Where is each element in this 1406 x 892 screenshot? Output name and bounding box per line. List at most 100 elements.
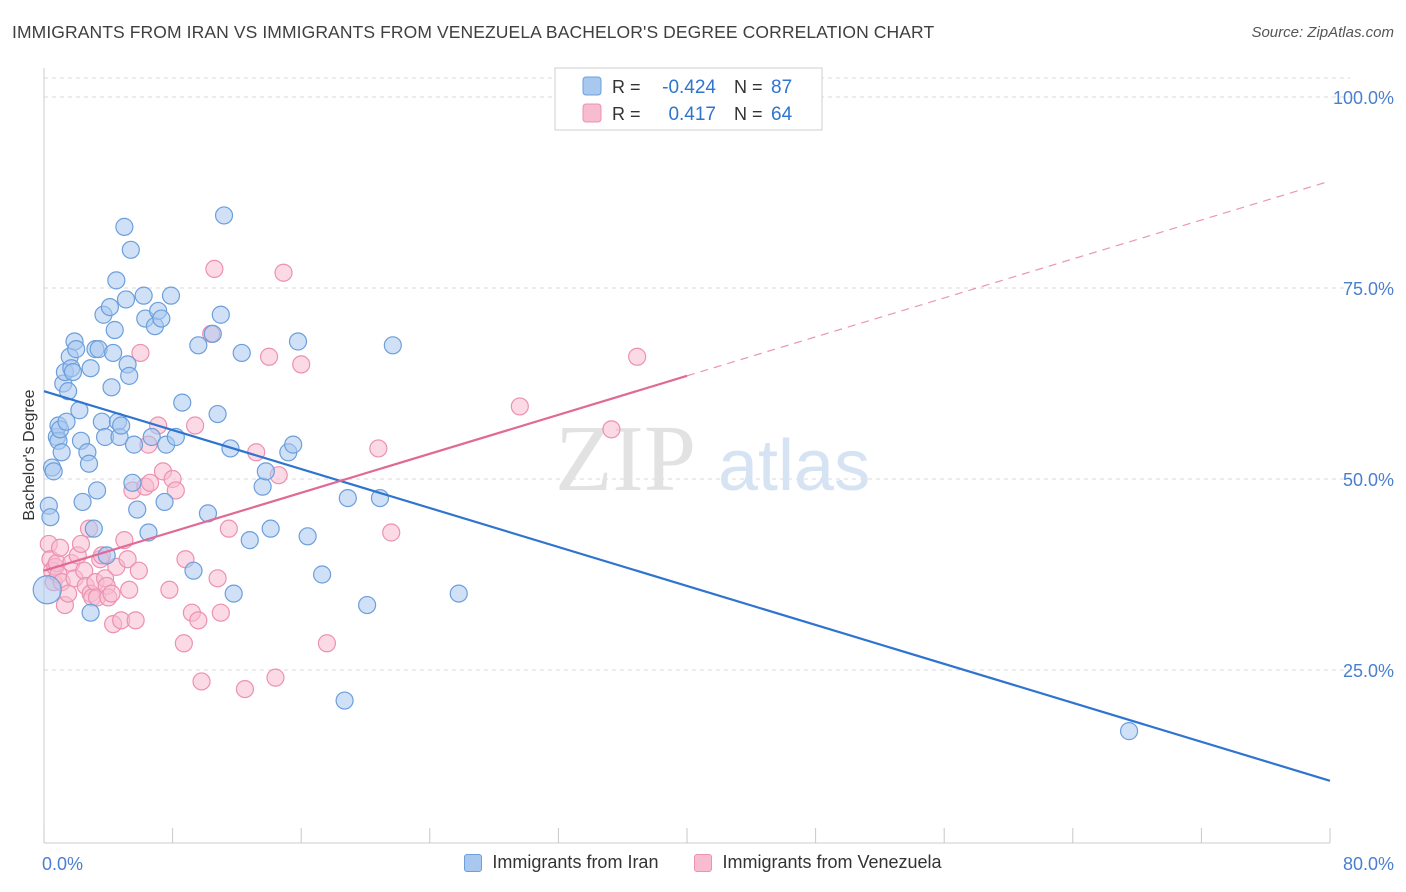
iran-point bbox=[338, 489, 357, 508]
venezuela-point bbox=[510, 397, 529, 416]
venezuela-point bbox=[317, 634, 337, 653]
iran-point bbox=[59, 382, 78, 401]
iran-point bbox=[312, 565, 332, 584]
legend-r-label-iran: R = bbox=[612, 77, 641, 97]
legend-n-label-iran: N = bbox=[734, 77, 763, 97]
iran-point bbox=[449, 584, 468, 603]
iran-point bbox=[240, 531, 259, 550]
venezuela-point bbox=[259, 347, 279, 366]
legend-r-label-venezuela: R = bbox=[612, 104, 641, 124]
grid-layer bbox=[44, 77, 1350, 671]
venezuela-point bbox=[211, 603, 230, 622]
iran-point bbox=[161, 286, 181, 305]
venezuela-point bbox=[274, 263, 293, 282]
legend-item-iran: Immigrants from Iran bbox=[464, 852, 658, 873]
iran-point bbox=[81, 359, 100, 378]
iran-point bbox=[224, 584, 243, 603]
iran-point bbox=[155, 492, 174, 512]
venezuela-point bbox=[71, 534, 91, 554]
legend-swatch-venezuela-bottom bbox=[694, 853, 713, 872]
iran-point bbox=[121, 240, 140, 259]
iran-point bbox=[79, 454, 99, 473]
iran-point bbox=[298, 527, 317, 546]
iran-point bbox=[232, 343, 251, 363]
venezuela-point bbox=[189, 611, 208, 630]
tick-labels: 25.0% 50.0% 75.0% 100.0% 0.0% 80.0% bbox=[42, 88, 1394, 874]
iran-point bbox=[253, 477, 272, 496]
iran-point bbox=[104, 343, 123, 363]
venezuela-point bbox=[266, 668, 285, 687]
legend-n-value-iran: 87 bbox=[771, 77, 792, 98]
iran-point bbox=[173, 393, 192, 412]
venezuela-point bbox=[160, 580, 179, 599]
iran-point bbox=[152, 309, 171, 328]
legend-swatch-iran-bottom bbox=[464, 853, 483, 872]
iran-point bbox=[189, 336, 208, 355]
venezuela-point bbox=[292, 355, 311, 374]
iran-point bbox=[120, 366, 139, 385]
iran-point bbox=[116, 290, 136, 309]
venezuela-trend-extension bbox=[686, 180, 1331, 377]
venezuela-point bbox=[192, 672, 211, 691]
iran-point bbox=[87, 481, 107, 500]
watermark-zip: ZIP bbox=[555, 407, 696, 511]
legend-r-value-venezuela: 0.417 bbox=[668, 104, 716, 125]
iran-point bbox=[112, 416, 131, 435]
y-tick-label: 50.0% bbox=[1343, 470, 1394, 490]
iran-point bbox=[105, 320, 124, 340]
venezuela-point bbox=[369, 439, 388, 458]
iran-point bbox=[102, 378, 121, 397]
venezuela-point bbox=[59, 584, 78, 603]
venezuela-point bbox=[174, 634, 193, 653]
iran-point bbox=[84, 519, 103, 538]
legend-label-iran: Immigrants from Iran bbox=[492, 852, 659, 872]
iran-point bbox=[57, 412, 76, 431]
legend-swatch-venezuela bbox=[582, 103, 602, 123]
iran-points bbox=[32, 206, 1139, 741]
venezuela-point bbox=[102, 584, 121, 603]
chart-title: IMMIGRANTS FROM IRAN VS IMMIGRANTS FROM … bbox=[12, 22, 935, 42]
legend-n-label-venezuela: N = bbox=[734, 104, 763, 124]
iran-point bbox=[107, 271, 126, 290]
venezuela-trend-line bbox=[43, 374, 688, 572]
iran-point bbox=[63, 362, 83, 382]
iran-point bbox=[67, 340, 86, 359]
x-tick-label: 0.0% bbox=[42, 854, 83, 874]
iran-point bbox=[44, 462, 63, 481]
legend-swatch-iran bbox=[582, 76, 602, 96]
trend-lines bbox=[43, 180, 1331, 782]
legend-label-venezuela: Immigrants from Venezuela bbox=[722, 852, 942, 872]
iran-point bbox=[124, 435, 144, 454]
iran-point bbox=[123, 473, 142, 492]
venezuela-point bbox=[208, 569, 227, 588]
iran-point bbox=[92, 412, 111, 431]
venezuela-point bbox=[118, 550, 137, 569]
iran-point bbox=[211, 305, 230, 324]
venezuela-point bbox=[235, 679, 255, 699]
iran-point bbox=[358, 595, 377, 615]
iran-point bbox=[288, 332, 308, 351]
iran-point bbox=[128, 500, 147, 519]
x-tick-label: 80.0% bbox=[1343, 854, 1394, 874]
axes-layer bbox=[43, 68, 1331, 844]
venezuela-point bbox=[129, 561, 148, 580]
venezuela-point bbox=[126, 611, 145, 630]
legend-item-venezuela: Immigrants from Venezuela bbox=[694, 852, 942, 873]
y-axis-label: Bachelor's Degree bbox=[21, 389, 38, 520]
iran-point bbox=[203, 324, 222, 343]
iran-point bbox=[142, 427, 161, 447]
iran-point bbox=[100, 298, 120, 317]
iran-point bbox=[73, 492, 92, 512]
iran-point bbox=[383, 336, 402, 355]
y-tick-label: 75.0% bbox=[1343, 279, 1394, 299]
iran-point bbox=[41, 508, 60, 527]
iran-point bbox=[335, 691, 354, 710]
iran-point bbox=[261, 519, 280, 538]
venezuela-point bbox=[205, 259, 224, 278]
iran-point bbox=[52, 443, 71, 462]
watermark-atlas: atlas bbox=[718, 426, 870, 506]
venezuela-point bbox=[120, 580, 139, 599]
venezuela-point bbox=[131, 343, 150, 363]
series-legend: Immigrants from Iran Immigrants from Ven… bbox=[0, 852, 1406, 873]
